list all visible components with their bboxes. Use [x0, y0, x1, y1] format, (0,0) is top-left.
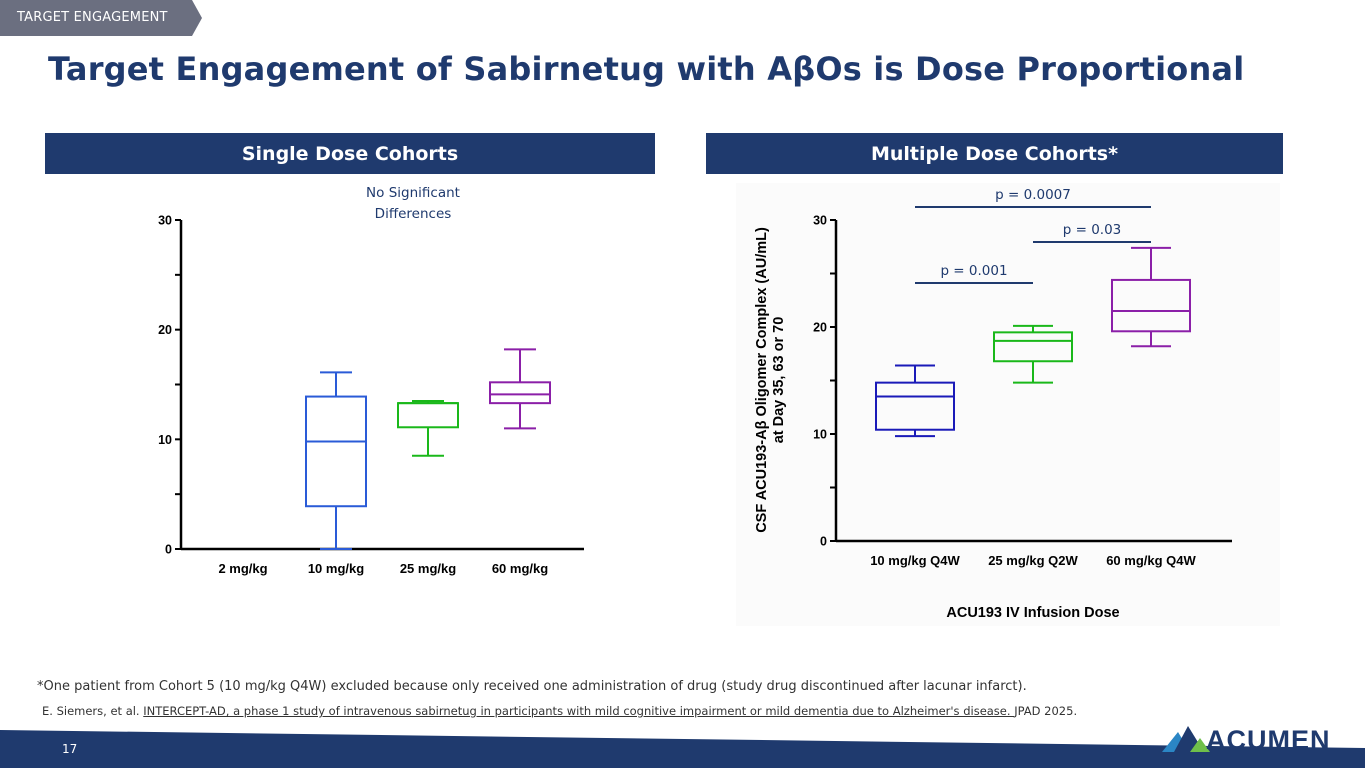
citation: E. Siemers, et al. INTERCEPT-AD, a phase… [42, 704, 1077, 718]
citation-link[interactable]: INTERCEPT-AD, a phase 1 study of intrave… [143, 704, 1015, 718]
charts-canvas: No Significant Differences 0 10 20 30 2 mg/k… [158, 183, 1280, 626]
x-tick-label: 60 mg/kg [492, 561, 548, 576]
p-value-label: p = 0.03 [1063, 222, 1122, 238]
y-axis-label: at Day 35, 63 or 70 [771, 317, 787, 444]
single-dose-header: Single Dose Cohorts [45, 133, 655, 174]
y-tick-label: 20 [813, 321, 827, 335]
y-tick-label: 0 [165, 543, 172, 557]
box-iqr [875, 381, 955, 431]
citation-authors: E. Siemers, et al. [42, 704, 144, 718]
multiple-dose-header: Multiple Dose Cohorts* [706, 133, 1283, 174]
y-tick-label: 0 [820, 535, 827, 549]
x-tick-label: 25 mg/kg [400, 561, 456, 576]
x-tick-label: 10 mg/kg [308, 561, 364, 576]
section-tag-shape [0, 0, 202, 36]
y-tick-label: 10 [158, 433, 172, 447]
acumen-logo-text: ACUMEN [1206, 725, 1331, 755]
footer-band [0, 730, 1365, 768]
multiple-dose-chart: 0 10 20 30 10 mg/kg Q4W 25 mg/kg Q2W 60 mg/kg … [736, 183, 1280, 626]
no-significant-label-line2: Differences [375, 206, 452, 222]
x-tick-label: 10 mg/kg Q4W [870, 553, 960, 568]
section-tag: TARGET ENGAGEMENT [0, 0, 202, 36]
box-iqr [489, 381, 551, 405]
footnote: *One patient from Cohort 5 (10 mg/kg Q4W… [37, 679, 1027, 694]
y-tick-label: 30 [158, 214, 172, 228]
y-tick-label: 10 [813, 428, 827, 442]
x-tick-label: 60 mg/kg Q4W [1106, 553, 1196, 568]
x-tick-label: 2 mg/kg [218, 561, 267, 576]
box-iqr [993, 331, 1073, 363]
no-significant-label-line1: No Significant [366, 185, 460, 201]
page-number: 17 [62, 742, 78, 756]
single-dose-chart: No Significant Differences 0 10 20 30 2 mg/k… [158, 185, 584, 576]
box-iqr [305, 395, 367, 508]
right-chart-bg [736, 183, 1280, 626]
p-value-label: p = 0.0007 [995, 187, 1071, 203]
x-axis-label: ACU193 IV Infusion Dose [946, 605, 1119, 621]
x-tick-label: 25 mg/kg Q2W [988, 553, 1078, 568]
y-tick-label: 30 [813, 214, 827, 228]
p-value-label: p = 0.001 [940, 263, 1007, 279]
section-tag-label: TARGET ENGAGEMENT [17, 10, 168, 25]
box-iqr [397, 402, 459, 429]
citation-journal: JPAD 2025. [1014, 704, 1078, 718]
box-iqr [1111, 278, 1191, 333]
y-tick-label: 20 [158, 323, 172, 337]
y-axis-label: CSF ACU193-Aβ Oligomer Complex (AU/mL) [754, 227, 770, 533]
acumen-logo-mark [1162, 726, 1210, 752]
page-title: Target Engagement of Sabirnetug with AβO… [48, 50, 1245, 88]
